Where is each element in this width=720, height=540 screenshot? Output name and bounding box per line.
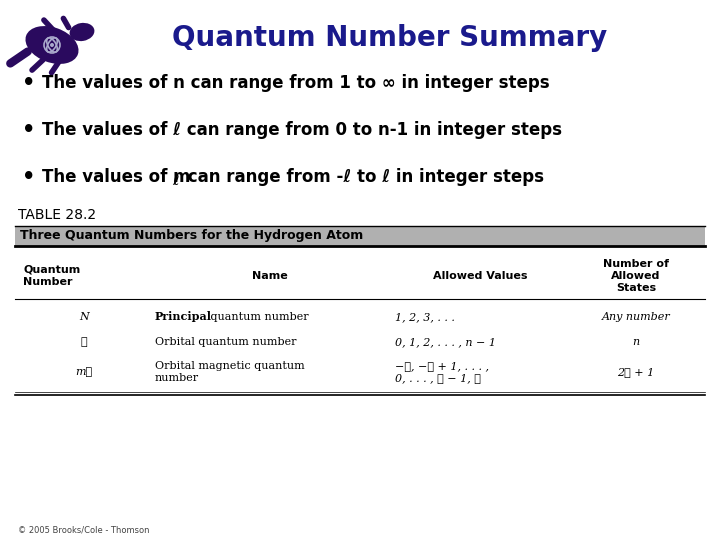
Text: 0, 1, 2, . . . , n − 1: 0, 1, 2, . . . , n − 1 [395,337,496,347]
Text: Orbital quantum number: Orbital quantum number [155,337,297,347]
Text: •: • [22,120,35,140]
Text: Name: Name [252,271,288,281]
Text: TABLE 28.2: TABLE 28.2 [18,208,96,222]
Text: Orbital magnetic quantum
number: Orbital magnetic quantum number [155,361,305,383]
FancyArrowPatch shape [10,51,27,63]
Text: ℓ: ℓ [172,174,179,188]
FancyArrowPatch shape [63,18,68,28]
Ellipse shape [25,26,78,64]
Text: −ℓ, −ℓ + 1, . . . ,
0, . . . , ℓ − 1, ℓ: −ℓ, −ℓ + 1, . . . , 0, . . . , ℓ − 1, ℓ [395,361,489,383]
Ellipse shape [70,23,94,41]
Text: Any number: Any number [602,312,670,322]
Ellipse shape [50,43,54,47]
Text: Allowed Values: Allowed Values [433,271,527,281]
FancyArrowPatch shape [44,20,53,30]
Text: 2ℓ + 1: 2ℓ + 1 [617,367,654,377]
Text: The values of n can range from 1 to ∞ in integer steps: The values of n can range from 1 to ∞ in… [42,74,549,92]
Text: n: n [632,337,639,347]
FancyArrowPatch shape [32,60,43,70]
Bar [15,226,705,246]
Text: 1, 2, 3, . . .: 1, 2, 3, . . . [395,312,455,322]
Text: Number of
Allowed
States: Number of Allowed States [603,259,669,293]
Text: Principal: Principal [155,312,212,322]
Text: quantum number: quantum number [207,312,309,322]
Text: •: • [22,73,35,93]
Text: mℓ: mℓ [76,367,93,377]
Text: ℓ: ℓ [81,337,87,347]
FancyArrowPatch shape [52,62,58,73]
Text: can range from -ℓ to ℓ in integer steps: can range from -ℓ to ℓ in integer steps [182,168,544,186]
Text: N: N [79,312,89,322]
Text: •: • [22,167,35,187]
Text: The values of m: The values of m [42,168,191,186]
Text: © 2005 Brooks/Cole - Thomson: © 2005 Brooks/Cole - Thomson [18,525,150,535]
Text: Quantum Number Summary: Quantum Number Summary [172,24,608,52]
Text: The values of ℓ can range from 0 to n-1 in integer steps: The values of ℓ can range from 0 to n-1 … [42,121,562,139]
Text: Three Quantum Numbers for the Hydrogen Atom: Three Quantum Numbers for the Hydrogen A… [20,230,364,242]
Text: Quantum
Number: Quantum Number [23,265,80,287]
